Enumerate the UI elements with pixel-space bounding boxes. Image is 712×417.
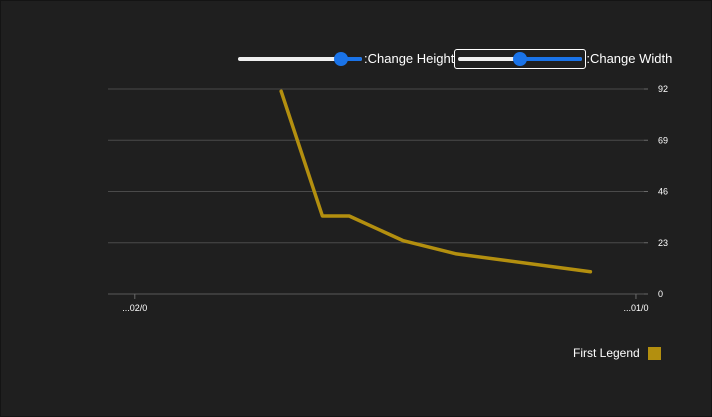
data-point	[454, 252, 458, 256]
height-slider-thumb[interactable]	[333, 52, 348, 66]
height-slider-track	[238, 57, 362, 61]
width-slider[interactable]	[456, 50, 584, 68]
legend-swatch	[647, 346, 661, 360]
width-slider-thumb[interactable]	[513, 52, 528, 66]
x-axis-ticks: ...02/0 ...01/0	[122, 294, 648, 313]
data-point	[401, 239, 405, 243]
y-tick-label: 92	[658, 84, 668, 94]
data-point	[347, 214, 351, 218]
data-point	[279, 89, 283, 93]
data-point	[320, 214, 324, 218]
grid-lines	[108, 88, 644, 295]
series-line	[279, 89, 593, 274]
width-slider-fill	[520, 57, 583, 61]
change-width-label: :Change Width	[586, 51, 673, 66]
y-tick-label: 23	[658, 238, 668, 248]
x-tick-label: ...02/0	[122, 303, 147, 313]
legend: First Legend	[573, 346, 661, 360]
y-tick-label: 69	[658, 135, 668, 145]
width-slider-focus[interactable]	[454, 49, 587, 69]
height-slider[interactable]	[236, 50, 364, 68]
legend-label: First Legend	[573, 346, 640, 360]
height-slider-fill	[340, 57, 362, 61]
y-axis-ticks: 0 23 46 69 92	[644, 84, 668, 299]
y-tick-label: 0	[658, 289, 663, 299]
y-tick-label: 46	[658, 187, 668, 197]
series-lines	[279, 89, 593, 274]
x-tick-label: ...01/0	[623, 303, 648, 313]
change-height-label: :Change Height	[364, 51, 455, 66]
data-point	[588, 270, 592, 274]
chart-controls: :Change Height :Change Width	[236, 49, 672, 69]
